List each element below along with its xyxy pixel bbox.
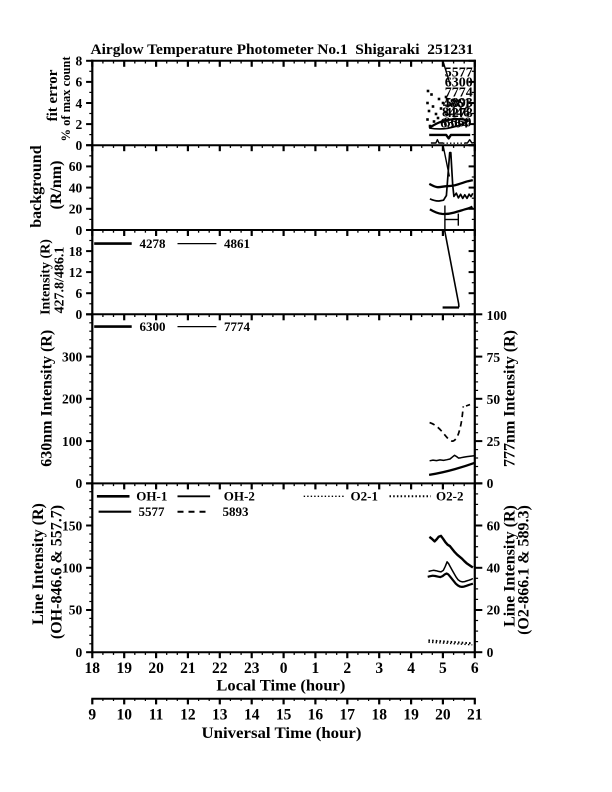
svg-text:40: 40 [69, 180, 83, 195]
svg-text:fit error: fit error [45, 69, 61, 121]
svg-text:5: 5 [439, 660, 447, 677]
svg-text:8446: 8446 [442, 105, 470, 120]
svg-text:(OH-846.6 & 557.7): (OH-846.6 & 557.7) [49, 505, 66, 639]
svg-text:Line Intensity (R): Line Intensity (R) [502, 505, 519, 627]
svg-text:23: 23 [244, 660, 260, 677]
svg-text:3: 3 [375, 660, 383, 677]
svg-text:4: 4 [75, 96, 82, 111]
svg-text:5893: 5893 [445, 96, 473, 111]
svg-text:% of max count: % of max count [59, 56, 73, 142]
svg-text:17: 17 [340, 707, 356, 724]
svg-text:19: 19 [403, 707, 419, 724]
svg-text:20: 20 [435, 707, 451, 724]
svg-text:427.8/486.1: 427.8/486.1 [53, 247, 68, 314]
svg-text:O2-1: O2-1 [351, 489, 378, 504]
svg-text:21: 21 [467, 707, 483, 724]
svg-text:4278: 4278 [140, 236, 167, 251]
svg-text:4: 4 [407, 660, 415, 677]
svg-text:0: 0 [487, 645, 494, 660]
svg-text:22: 22 [212, 660, 228, 677]
svg-text:200: 200 [62, 392, 83, 407]
svg-text:12: 12 [180, 707, 196, 724]
svg-text:2: 2 [75, 117, 82, 132]
svg-text:150: 150 [62, 518, 83, 533]
svg-text:OH-2: OH-2 [224, 489, 255, 504]
svg-text:Intensity (R): Intensity (R) [38, 239, 53, 315]
svg-text:777nm Intensity (R): 777nm Intensity (R) [501, 330, 518, 467]
svg-text:0: 0 [75, 476, 82, 491]
svg-text:(R/nm): (R/nm) [48, 161, 65, 210]
svg-text:19: 19 [116, 660, 132, 677]
svg-text:1: 1 [312, 660, 320, 677]
svg-text:0: 0 [75, 307, 82, 322]
svg-text:7774: 7774 [445, 85, 473, 100]
svg-text:6: 6 [75, 75, 82, 90]
svg-text:60: 60 [69, 159, 83, 174]
svg-text:100: 100 [62, 434, 83, 449]
svg-text:4861: 4861 [224, 236, 250, 251]
svg-text:40: 40 [487, 561, 501, 576]
svg-text:20: 20 [69, 202, 83, 217]
svg-text:Local Time (hour): Local Time (hour) [216, 677, 345, 694]
svg-text:Airglow Temperature Photometer: Airglow Temperature Photometer No.1 Shig… [91, 42, 474, 58]
svg-text:10: 10 [116, 707, 132, 724]
svg-text:2: 2 [343, 660, 351, 677]
svg-text:8: 8 [75, 54, 82, 69]
svg-text:14: 14 [244, 707, 260, 724]
svg-text:9: 9 [88, 707, 96, 724]
svg-text:4861: 4861 [443, 97, 471, 112]
svg-text:25: 25 [487, 434, 501, 449]
svg-text:5577: 5577 [139, 504, 166, 519]
svg-text:12: 12 [69, 265, 83, 280]
svg-text:20: 20 [487, 603, 501, 618]
svg-text:OH-1: OH-1 [136, 489, 167, 504]
svg-text:16: 16 [308, 707, 324, 724]
svg-text:60: 60 [487, 518, 501, 533]
svg-text:5893: 5893 [223, 504, 250, 519]
svg-text:6300: 6300 [140, 319, 166, 334]
svg-text:background: background [28, 145, 45, 228]
svg-text:18: 18 [85, 660, 101, 677]
svg-text:75: 75 [487, 350, 501, 365]
svg-text:6300: 6300 [445, 76, 473, 91]
svg-text:18: 18 [69, 244, 83, 259]
svg-text:18: 18 [371, 707, 387, 724]
svg-text:630nm Intensity (R): 630nm Intensity (R) [39, 330, 56, 467]
svg-text:13: 13 [212, 707, 228, 724]
svg-text:50: 50 [69, 603, 83, 618]
svg-text:7774: 7774 [224, 319, 251, 334]
svg-text:0: 0 [75, 138, 82, 153]
svg-text:0: 0 [280, 660, 288, 677]
svg-text:O2-2: O2-2 [436, 489, 463, 504]
svg-text:0: 0 [75, 645, 82, 660]
svg-text:(O2-866.1 & 589.3): (O2-866.1 & 589.3) [516, 505, 533, 635]
svg-text:50: 50 [487, 392, 501, 407]
svg-text:6: 6 [471, 660, 479, 677]
svg-text:11: 11 [149, 707, 164, 724]
svg-text:4278: 4278 [445, 106, 473, 121]
svg-text:Line Intensity (R): Line Intensity (R) [30, 503, 47, 625]
svg-text:Universal Time (hour): Universal Time (hour) [202, 725, 362, 742]
svg-text:100: 100 [487, 308, 508, 323]
svg-text:21: 21 [180, 660, 196, 677]
svg-text:20: 20 [148, 660, 164, 677]
svg-text:0: 0 [75, 223, 82, 238]
svg-text:300: 300 [62, 349, 83, 364]
svg-text:0: 0 [487, 476, 494, 491]
svg-text:15: 15 [276, 707, 292, 724]
svg-text:6: 6 [75, 286, 82, 301]
svg-text:5577: 5577 [445, 65, 473, 80]
svg-text:100: 100 [62, 561, 83, 576]
